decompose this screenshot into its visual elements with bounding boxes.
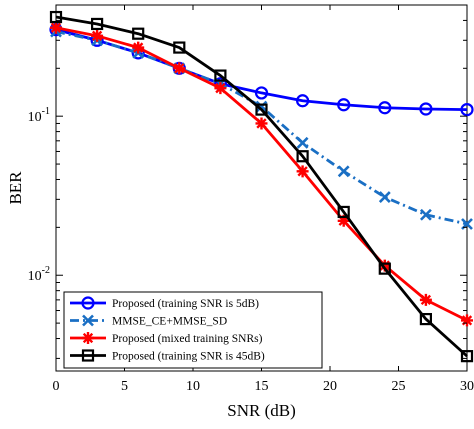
data-point bbox=[214, 69, 227, 82]
series-line bbox=[55, 15, 468, 358]
data-point bbox=[378, 259, 391, 272]
data-point bbox=[50, 21, 62, 34]
data-point bbox=[132, 27, 145, 40]
data-point bbox=[254, 86, 269, 100]
data-point bbox=[378, 262, 391, 275]
y-tick-label: 10-2 bbox=[28, 265, 50, 284]
data-point bbox=[296, 150, 309, 163]
x-axis-title: SNR (dB) bbox=[227, 401, 295, 420]
legend-entry: Proposed (training SNR is 5dB) bbox=[70, 296, 259, 310]
y-tick-label: 10-1 bbox=[28, 106, 50, 125]
data-point bbox=[173, 62, 186, 75]
legend-label: Proposed (mixed training SNRs) bbox=[112, 333, 263, 345]
legend-label: MMSE_CE+MMSE_SD bbox=[112, 316, 227, 328]
data-point bbox=[91, 29, 104, 42]
legend-box bbox=[63, 291, 323, 369]
x-tick-label: 25 bbox=[392, 379, 406, 394]
ticks-layer: 0 5 10 15 20 25 30 10-2 10-1 bbox=[28, 5, 474, 394]
data-point bbox=[378, 101, 392, 115]
x-tick-label: 30 bbox=[460, 379, 474, 394]
data-point bbox=[49, 10, 63, 24]
series-4 bbox=[49, 10, 474, 363]
data-point bbox=[296, 94, 310, 108]
data-point bbox=[255, 100, 268, 113]
legend-marker bbox=[81, 349, 95, 362]
data-point bbox=[337, 205, 350, 219]
data-point bbox=[173, 41, 186, 54]
x-tick-label: 10 bbox=[186, 379, 200, 394]
y-axis-title: BER bbox=[6, 171, 25, 205]
legend-entry: MMSE_CE+MMSE_SD bbox=[70, 314, 227, 328]
data-point bbox=[214, 82, 227, 95]
series-3 bbox=[50, 21, 473, 327]
legend-entry: Proposed (mixed training SNRs) bbox=[70, 332, 263, 345]
data-point bbox=[132, 41, 145, 54]
series-layer bbox=[49, 10, 474, 363]
data-point bbox=[460, 102, 474, 117]
legend-label: Proposed (training SNR is 45dB) bbox=[112, 351, 265, 363]
data-point bbox=[461, 314, 473, 327]
series-line bbox=[55, 30, 468, 226]
data-point bbox=[337, 98, 351, 112]
data-point bbox=[419, 208, 432, 221]
data-point bbox=[255, 117, 268, 130]
data-point bbox=[378, 191, 391, 204]
data-point bbox=[296, 136, 309, 149]
data-point bbox=[337, 214, 350, 227]
data-point bbox=[90, 17, 104, 31]
data-point bbox=[296, 165, 309, 178]
data-point bbox=[255, 103, 268, 116]
x-tick-label: 0 bbox=[53, 379, 60, 394]
legend: Proposed (training SNR is 5dB) MMSE_CE+MM… bbox=[63, 291, 323, 369]
data-point bbox=[337, 165, 350, 178]
x-tick-label: 5 bbox=[121, 379, 128, 394]
x-tick-label: 20 bbox=[323, 379, 337, 394]
legend-label: Proposed (training SNR is 5dB) bbox=[112, 298, 259, 310]
data-point bbox=[419, 102, 433, 116]
legend-entry: Proposed (training SNR is 45dB) bbox=[70, 349, 265, 363]
data-point bbox=[460, 350, 474, 363]
legend-marker bbox=[82, 314, 94, 327]
legend-marker bbox=[81, 296, 95, 310]
data-point bbox=[419, 312, 432, 326]
x-tick-label: 15 bbox=[255, 379, 269, 394]
data-point bbox=[419, 293, 432, 306]
legend-marker bbox=[82, 332, 94, 344]
